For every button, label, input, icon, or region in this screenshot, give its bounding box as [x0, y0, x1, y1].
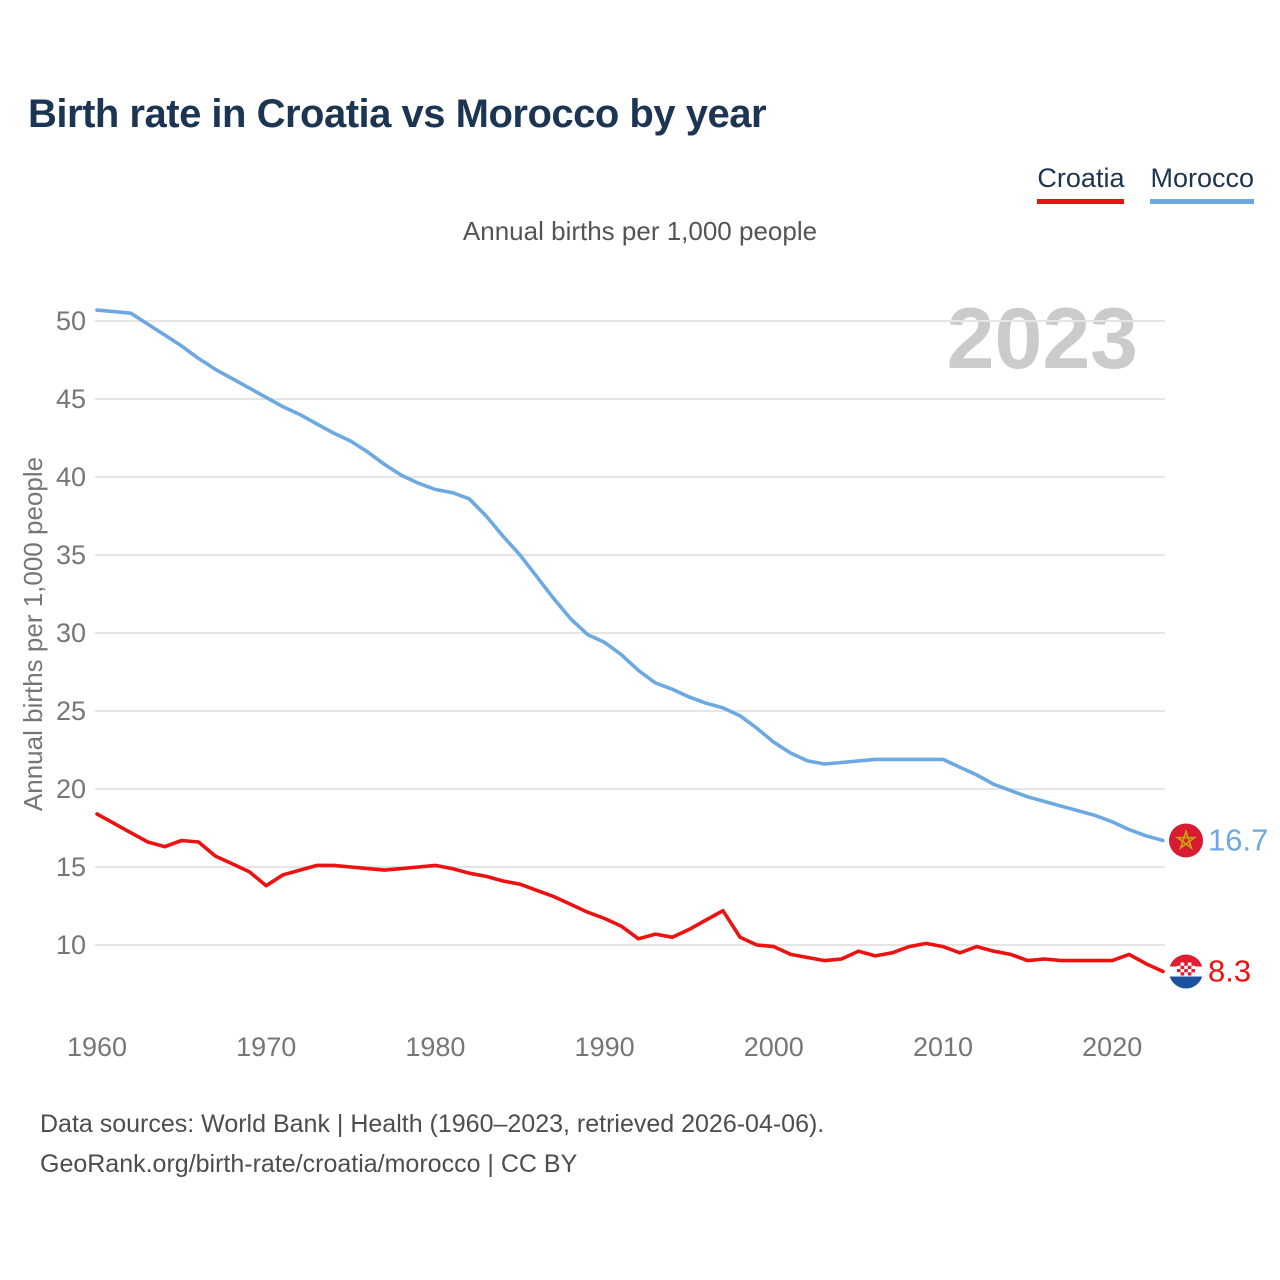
morocco-line-series — [95, 308, 1165, 843]
y-tick-label: 40 — [56, 462, 86, 492]
footer-link: GeoRank.org/birth-rate/croatia/morocco |… — [40, 1150, 578, 1178]
footer-sources: Data sources: World Bank | Health (1960–… — [40, 1110, 825, 1138]
y-tick-label: 45 — [56, 384, 86, 414]
x-tick-label: 2020 — [1082, 1032, 1142, 1062]
footer: Data sources: World Bank | Health (1960–… — [40, 1104, 824, 1184]
y-tick-label: 10 — [56, 930, 86, 960]
morocco-end-value-label: 16.7 — [1208, 822, 1268, 857]
morocco-flag-icon — [1169, 823, 1203, 858]
legend-item-morocco[interactable]: Morocco — [1150, 163, 1254, 204]
year-watermark: 2023 — [947, 291, 1138, 387]
y-axis-title: Annual births per 1,000 people — [18, 457, 48, 811]
y-tick-label: 20 — [56, 774, 86, 804]
croatia-end-value-label: 8.3 — [1208, 954, 1251, 989]
y-tick-label: 30 — [56, 618, 86, 648]
y-tick-label: 25 — [56, 696, 86, 726]
page-title: Birth rate in Croatia vs Morocco by year — [28, 92, 767, 136]
x-tick-label: 1960 — [67, 1032, 127, 1062]
x-tick-label: 1970 — [236, 1032, 296, 1062]
x-tick-label: 2010 — [913, 1032, 973, 1062]
legend-item-croatia[interactable]: Croatia — [1037, 163, 1125, 204]
x-tick-label: 1980 — [405, 1032, 465, 1062]
legend: Croatia Morocco — [1037, 163, 1254, 204]
y-tick-label: 50 — [56, 306, 86, 336]
x-tick-label: 1990 — [575, 1032, 635, 1062]
x-tick-label: 2000 — [744, 1032, 804, 1062]
chart-subtitle: Annual births per 1,000 people — [462, 216, 818, 246]
y-tick-label: 35 — [56, 540, 86, 570]
croatia-line-series — [95, 812, 1165, 974]
y-tick-label: 15 — [56, 852, 86, 882]
croatia-flag-icon — [1169, 954, 1203, 989]
